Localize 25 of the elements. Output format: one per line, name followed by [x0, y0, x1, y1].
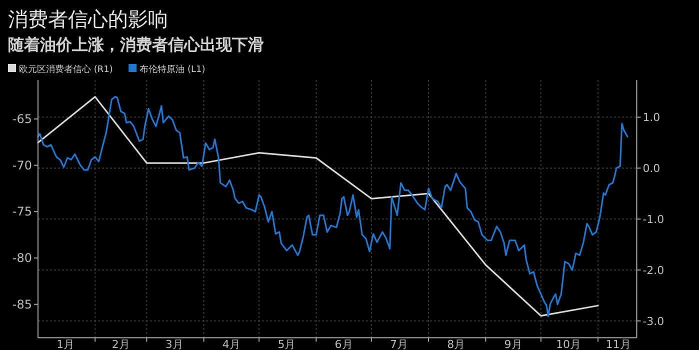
y-tick-label: -85 [12, 297, 32, 312]
x-tick-label: 6月 [334, 338, 353, 350]
y2-tick-label: -2.0 [642, 264, 664, 277]
legend-label: 欧元区消费者信心 (R1) [19, 64, 113, 75]
chart-subtitle: 随着油价上涨，消费者信心出现下滑 [8, 35, 264, 54]
x-tick-label: 11月 [606, 338, 631, 350]
y2-tick-label: -1.0 [642, 213, 664, 226]
x-tick-label: 7月 [390, 338, 408, 350]
x-tick-label: 5月 [278, 338, 296, 350]
x-tick-label: 2月 [112, 338, 130, 350]
y-tick-label: -80 [12, 250, 32, 265]
x-tick-label: 3月 [165, 338, 184, 350]
x-tick-label: 9月 [504, 338, 522, 350]
x-tick-label: 1月 [56, 338, 75, 350]
x-tick-label: 4月 [222, 338, 240, 350]
x-tick-label: 10月 [556, 338, 582, 350]
legend-label: 布伦特原油 (L1) [140, 64, 206, 75]
y-tick-label: -65 [12, 112, 32, 126]
y2-tick-label: -3.0 [642, 314, 664, 328]
y-tick-label: -70 [12, 158, 32, 172]
y2-tick-label: 1.0 [642, 111, 660, 124]
x-tick-label: 8月 [447, 338, 466, 350]
chart-title: 消费者信心的影响 [8, 7, 168, 31]
y2-tick-label: 0.0 [642, 162, 660, 176]
y-tick-label: -75 [12, 204, 32, 219]
